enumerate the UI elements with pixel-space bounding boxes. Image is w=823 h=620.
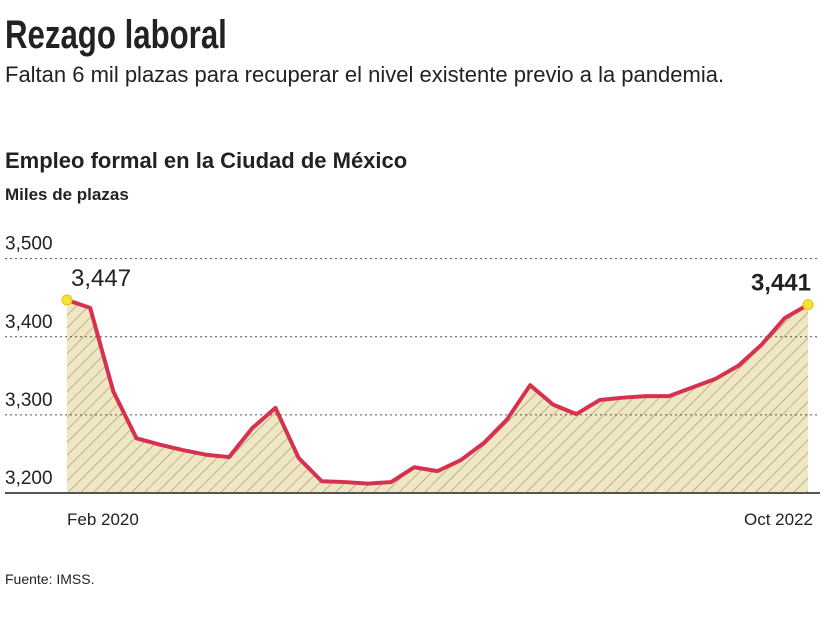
y-tick-label: 3,200 — [5, 468, 53, 489]
end-point — [61, 294, 73, 306]
end-point — [802, 299, 814, 311]
source: Fuente: IMSS. — [5, 571, 94, 587]
value-label: 3,441 — [751, 270, 811, 297]
x-tick-label: Feb 2020 — [67, 510, 139, 529]
area — [67, 300, 808, 493]
chart-title: Empleo formal en la Ciudad de México — [5, 148, 407, 173]
line — [66, 298, 809, 486]
chart-subtitle: Miles de plazas — [5, 185, 129, 204]
page-title: Rezago laboral — [5, 12, 227, 57]
x-tick-label: Oct 2022 — [744, 510, 813, 529]
value-label: 3,447 — [71, 265, 131, 292]
y-tick-label: 3,400 — [5, 312, 53, 333]
page-subtitle: Faltan 6 mil plazas para recuperar el ni… — [5, 62, 724, 87]
y-tick-label: 3,500 — [5, 234, 53, 255]
y-tick-label: 3,300 — [5, 390, 53, 411]
